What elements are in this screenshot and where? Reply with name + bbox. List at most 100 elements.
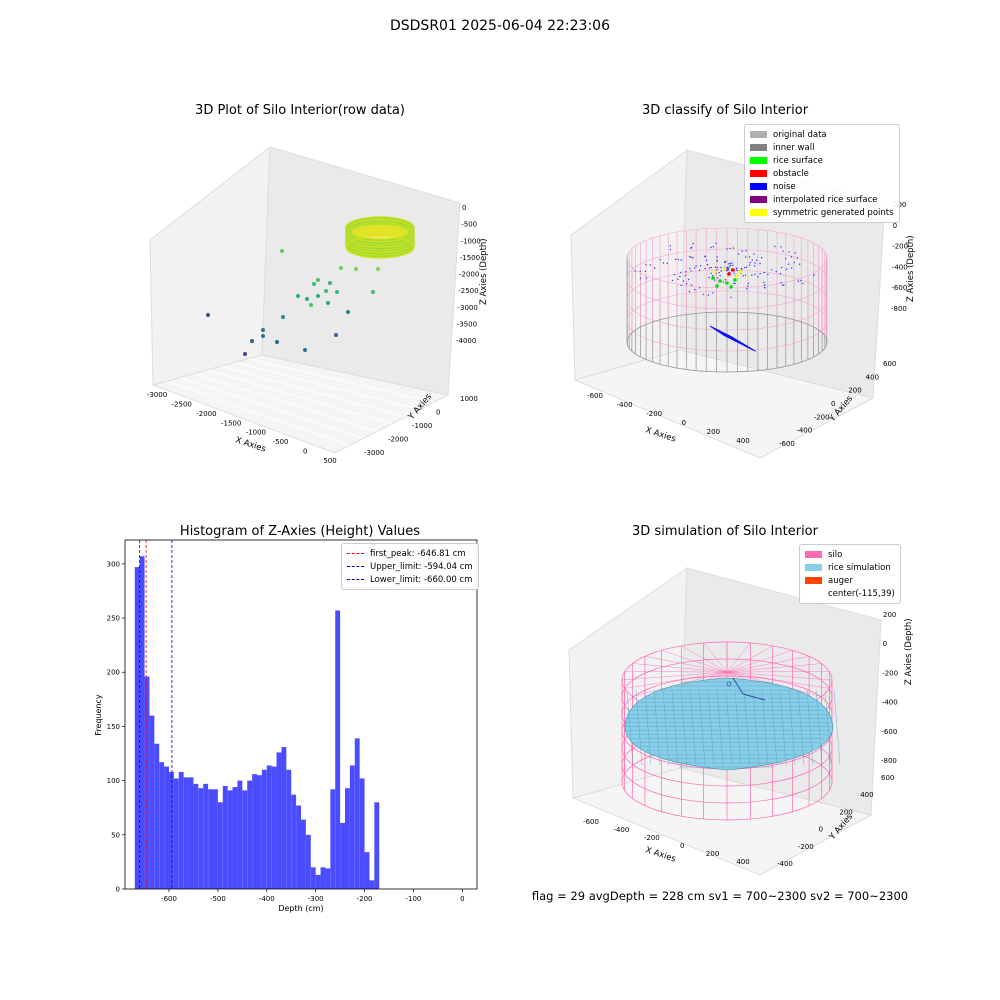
z-axis-tick: -4000 bbox=[456, 337, 476, 345]
legend-entry: symmetric generated points bbox=[750, 206, 894, 219]
panel4-xlabel: X Axies bbox=[644, 845, 677, 864]
noise-point bbox=[732, 264, 734, 266]
noise-point bbox=[779, 272, 782, 275]
legend-label: rice simulation bbox=[828, 562, 891, 573]
panel4-zlabel: Z Axies (Depth) bbox=[904, 618, 914, 685]
data-point bbox=[312, 282, 316, 286]
noise-point bbox=[649, 264, 651, 266]
histogram-bar bbox=[164, 766, 169, 889]
noise-point bbox=[677, 258, 679, 261]
noise-point bbox=[747, 282, 750, 285]
legend-entry: center(-115,39) bbox=[805, 587, 895, 600]
silo-roof-line bbox=[726, 642, 751, 673]
symmetric-point bbox=[713, 270, 717, 274]
legend-swatch bbox=[750, 183, 767, 190]
rice-surface-point bbox=[733, 278, 737, 282]
histogram-bar bbox=[320, 867, 326, 889]
noise-point bbox=[685, 271, 687, 273]
legend-swatch bbox=[805, 577, 822, 584]
histogram-bar bbox=[301, 819, 306, 889]
rice-mesh-line bbox=[752, 689, 760, 766]
noise-point bbox=[689, 256, 691, 258]
histogram-bar bbox=[139, 556, 145, 889]
noise-point bbox=[720, 270, 722, 272]
data-point bbox=[261, 328, 265, 332]
noise-point bbox=[733, 272, 735, 274]
noise-point bbox=[734, 282, 736, 285]
noise-point bbox=[746, 288, 748, 290]
silo-roof-line bbox=[644, 656, 728, 673]
noise-point bbox=[759, 262, 761, 265]
noise-point bbox=[740, 267, 743, 270]
y-axis-tick: -2000 bbox=[388, 436, 408, 444]
y-axis-tick: -3000 bbox=[364, 449, 384, 457]
floor-gridline bbox=[180, 377, 364, 439]
panel3-title: Histogram of Z-Axies (Height) Values bbox=[179, 524, 421, 539]
noise-point bbox=[720, 266, 722, 269]
noise-point bbox=[793, 261, 795, 264]
histogram-bar bbox=[315, 874, 321, 889]
noise-point bbox=[727, 269, 730, 271]
data-point bbox=[326, 301, 330, 305]
rice-mesh-line bbox=[707, 689, 715, 766]
x-axis-tick: 0 bbox=[303, 448, 307, 456]
silo-roof-line bbox=[632, 663, 728, 673]
data-point bbox=[261, 334, 265, 338]
noise-point bbox=[724, 279, 727, 281]
histogram-bar bbox=[257, 775, 262, 889]
rice-mesh-line bbox=[797, 689, 805, 766]
noise-point bbox=[671, 279, 674, 282]
histogram-bar bbox=[354, 738, 360, 889]
rice-mesh-line bbox=[662, 689, 670, 766]
noise-point bbox=[712, 246, 715, 248]
noise-point bbox=[748, 264, 751, 266]
histogram-bar bbox=[369, 880, 375, 889]
histogram-bar bbox=[242, 790, 248, 889]
x-axis-tick: -200 bbox=[646, 410, 662, 418]
legend-entry: interpolated rice surface bbox=[750, 193, 894, 206]
histogram-bar bbox=[296, 805, 301, 889]
legend-label: rice surface bbox=[773, 155, 823, 166]
z-axis-tick: -400 bbox=[882, 699, 898, 707]
noise-point bbox=[797, 280, 799, 282]
noise-point bbox=[729, 262, 731, 265]
z-axis-tick: -200 bbox=[882, 669, 898, 677]
noise-point bbox=[685, 283, 688, 285]
floor-gridline bbox=[234, 362, 420, 410]
figure-title: DSDSR01 2025-06-04 22:23:06 bbox=[389, 18, 610, 34]
panel1-zlabel: Z Axies (Depth) bbox=[479, 238, 489, 305]
noise-point bbox=[634, 270, 636, 272]
noise-point bbox=[748, 256, 751, 258]
x-tick-label: -400 bbox=[259, 895, 275, 903]
legend-label: silo bbox=[828, 549, 843, 560]
data-point bbox=[324, 289, 328, 293]
histogram-bar bbox=[281, 747, 287, 889]
histogram-bar bbox=[178, 771, 184, 889]
noise-point bbox=[763, 281, 765, 284]
noise-point bbox=[639, 270, 641, 272]
y-axis-tick: -200 bbox=[798, 843, 814, 851]
noise-point bbox=[708, 277, 710, 279]
histogram-bar bbox=[134, 567, 140, 889]
x-axis-tick: -400 bbox=[617, 401, 633, 409]
noise-point bbox=[774, 245, 776, 248]
data-point bbox=[316, 278, 320, 282]
legend-line-sample bbox=[347, 553, 364, 554]
noise-point bbox=[754, 273, 756, 276]
x-axis-tick: -400 bbox=[613, 826, 629, 834]
x-axis-tick: 0 bbox=[682, 419, 686, 427]
x-axis-tick: -2000 bbox=[196, 410, 216, 418]
noise-point bbox=[716, 277, 719, 279]
noise-point bbox=[728, 266, 731, 268]
histogram-legend: first_peak: -646.81 cm Upper_limit: -594.… bbox=[341, 543, 479, 590]
y-axis-tick: -600 bbox=[779, 440, 795, 448]
rice-mesh-line bbox=[725, 689, 733, 766]
noise-point bbox=[695, 265, 697, 267]
noise-point bbox=[757, 276, 759, 278]
y-axis-tick: 200 bbox=[848, 387, 861, 395]
noise-point bbox=[690, 270, 692, 272]
z-axis-tick: -2000 bbox=[459, 271, 479, 279]
noise-point bbox=[780, 266, 783, 269]
legend-label: inner wall bbox=[773, 142, 815, 153]
rice-mesh-line bbox=[833, 689, 841, 766]
